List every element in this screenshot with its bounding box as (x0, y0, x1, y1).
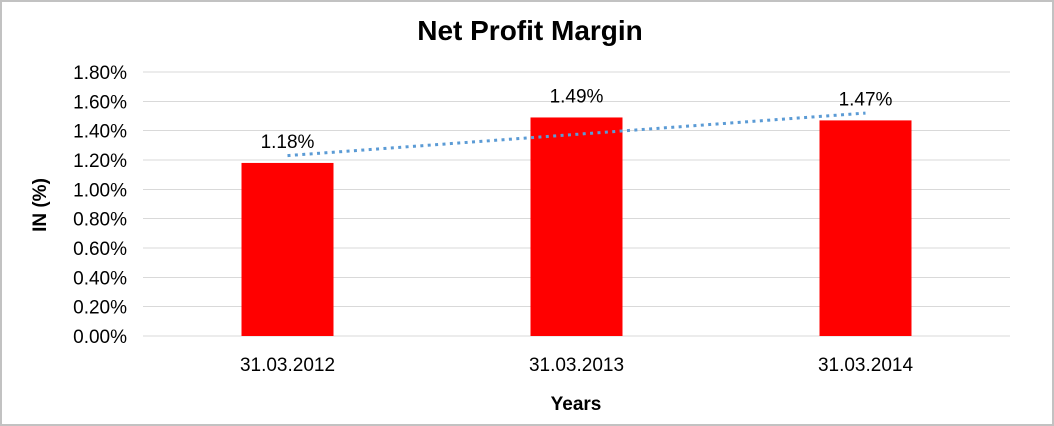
y-tick-label: 1.20% (73, 151, 127, 172)
x-axis-category-labels: 31.03.2012 31.03.2013 31.03.2014 (240, 355, 914, 376)
bar-value-label: 1.49% (550, 86, 604, 107)
bar-value-labels: 1.18% 1.49% 1.47% (261, 86, 893, 152)
y-tick-label: 0.40% (73, 268, 127, 289)
bar-value-label: 1.18% (261, 132, 315, 153)
x-category-label: 31.03.2013 (529, 355, 624, 376)
x-category-label: 31.03.2014 (818, 355, 914, 376)
bar-value-label: 1.47% (839, 89, 893, 110)
x-category-label: 31.03.2012 (240, 355, 335, 376)
y-tick-label: 1.00% (73, 180, 127, 201)
trendline (287, 111, 866, 158)
bar (530, 117, 623, 336)
x-axis-title: Years (551, 394, 602, 415)
bar (241, 162, 334, 336)
y-tick-label: 1.40% (73, 122, 127, 143)
y-tick-label: 0.20% (73, 298, 127, 319)
bar (819, 120, 912, 337)
y-axis-title: IN (%) (30, 178, 51, 232)
y-tick-label: 0.00% (73, 327, 127, 348)
chart-title: Net Profit Margin (417, 15, 643, 46)
y-tick-label: 1.80% (73, 63, 127, 84)
y-tick-label: 0.80% (73, 210, 127, 231)
y-axis-tick-labels: 0.00% 0.20% 0.40% 0.60% 0.80% 1.00% 1.20% 1.40%… (73, 63, 127, 348)
y-tick-label: 0.60% (73, 239, 127, 260)
y-tick-label: 1.60% (73, 92, 127, 113)
bars (241, 117, 912, 337)
